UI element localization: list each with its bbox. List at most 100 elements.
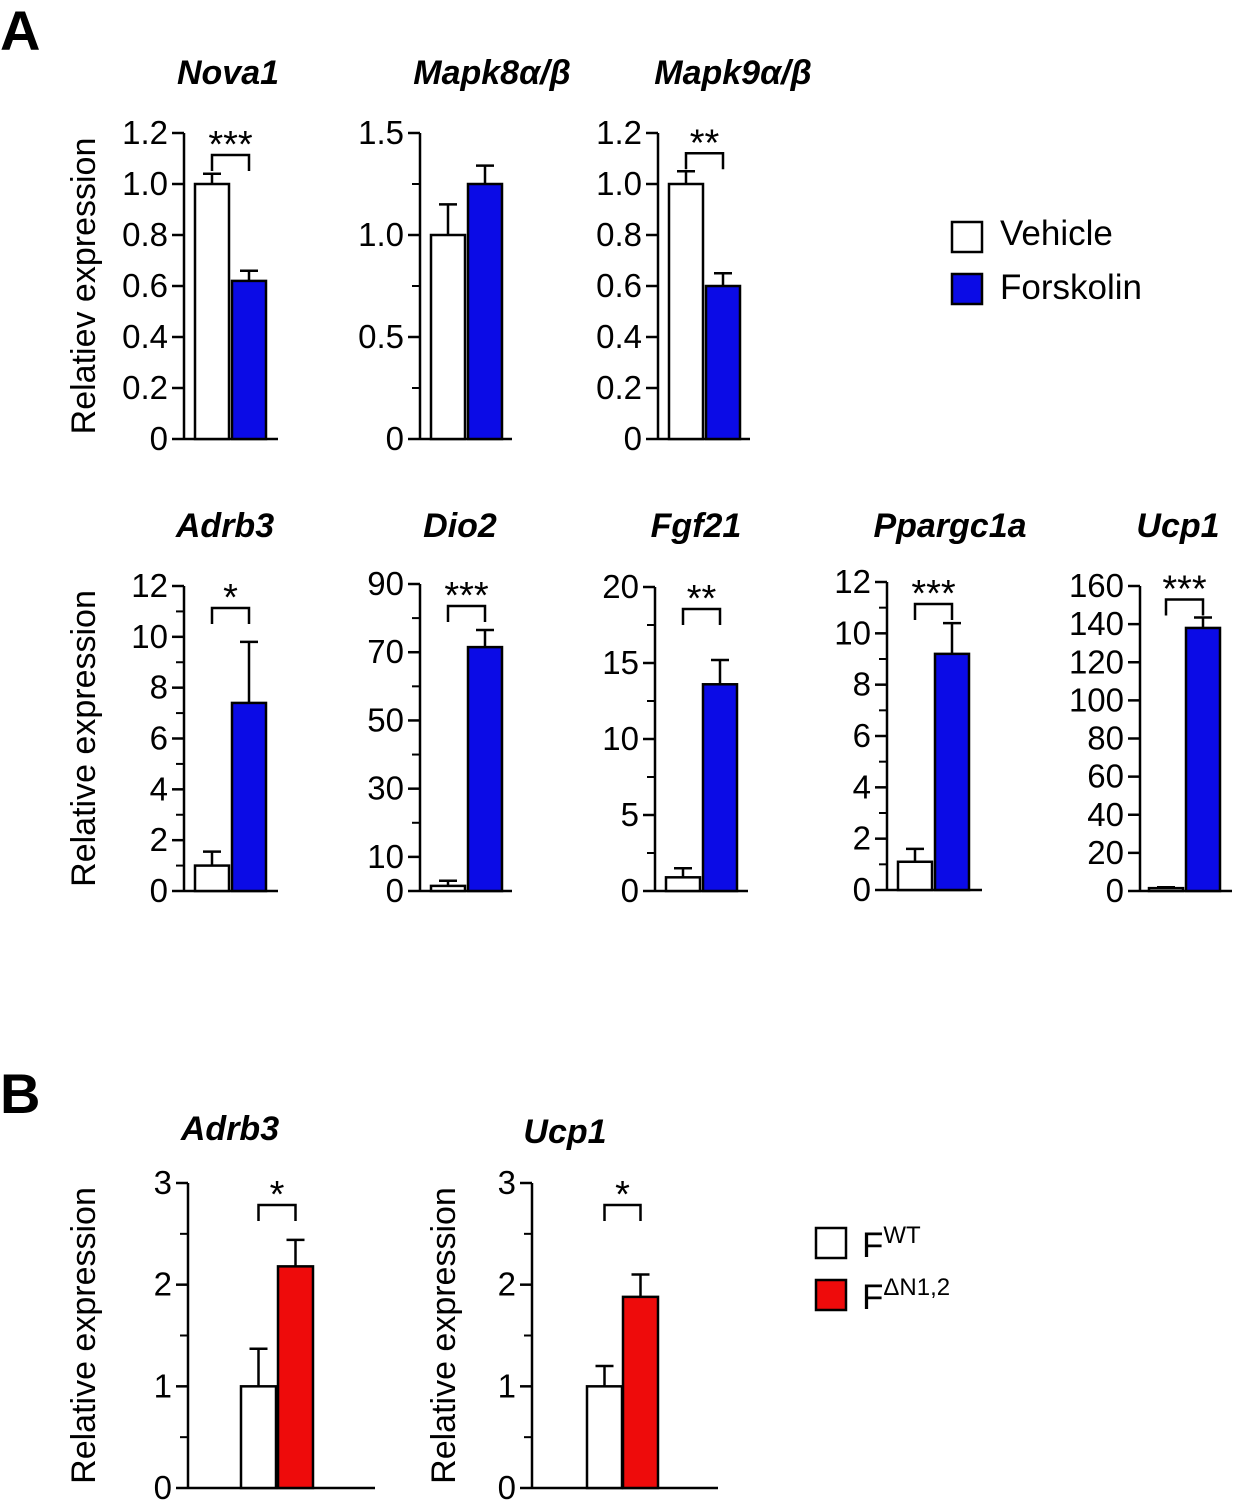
- y-tick-label: 2: [150, 821, 168, 858]
- bar-control: [429, 884, 467, 893]
- y-tick-label: 15: [602, 644, 639, 681]
- y-tick-label: 8: [150, 669, 168, 706]
- y-tick-label: 50: [367, 701, 404, 738]
- legend-fwt-sup: WT: [883, 1222, 921, 1249]
- legend-swatch-forskolin: [950, 272, 984, 306]
- y-tick-label: 1.2: [596, 114, 642, 151]
- y-tick-label: 6: [150, 720, 168, 757]
- y-tick-label: 12: [131, 567, 168, 604]
- y-tick-label: 0.6: [122, 267, 168, 304]
- y-tick-label: 20: [1087, 834, 1124, 871]
- panel-label-b: B: [0, 1062, 40, 1125]
- chart-title: Mapk8α/β: [413, 54, 570, 92]
- legend-label-vehicle: Vehicle: [1000, 214, 1113, 253]
- y-tick-label: 100: [1069, 681, 1124, 718]
- significance-stars: ***: [911, 573, 956, 615]
- significance-stars: **: [690, 122, 720, 164]
- y-tick-label: 1.5: [358, 114, 404, 151]
- y-tick-label: 70: [367, 633, 404, 670]
- bar-control: [1147, 886, 1185, 893]
- y-tick-label: 0: [386, 420, 404, 457]
- y-tick-label: 0: [150, 872, 168, 909]
- y-axis-label: Relative expression: [425, 1187, 463, 1484]
- significance-bracket: [681, 607, 722, 625]
- significance-stars: ***: [208, 124, 253, 166]
- significance-bracket: [446, 604, 487, 622]
- significance-bracket: [1164, 598, 1205, 616]
- y-tick-label: 10: [602, 720, 639, 757]
- bar-control: [667, 182, 705, 441]
- legend-label-forskolin: Forskolin: [1000, 268, 1142, 307]
- chart-4: Adrb3 Relative expression 0 2 4 6 8 10 12 *: [65, 507, 278, 909]
- y-tick-label: 60: [1087, 758, 1124, 795]
- bar-control: [239, 1385, 278, 1490]
- chart-title: Ucp1: [523, 1113, 606, 1151]
- y-axis-label: Relatiev expression: [65, 138, 103, 435]
- bar-treated: [933, 652, 971, 892]
- y-tick-label: 0: [853, 871, 871, 908]
- legend-label-fdn: FΔN1,2: [862, 1274, 950, 1317]
- y-tick-label: 0.4: [122, 318, 168, 355]
- legend-swatch-fwt: [814, 1226, 848, 1260]
- significance-bracket: [913, 602, 954, 620]
- y-tick-label: 1: [154, 1367, 172, 1404]
- y-tick-label: 140: [1069, 605, 1124, 642]
- bar-control: [896, 860, 934, 892]
- significance-bracket: [684, 152, 725, 170]
- panel-label-a: A: [0, 0, 40, 62]
- legend-swatch-vehicle: [950, 220, 984, 254]
- significance-stars: ***: [1162, 568, 1207, 610]
- significance-bracket: [603, 1203, 642, 1221]
- bar-control: [585, 1385, 624, 1490]
- legend-a: Vehicle Forskolin: [950, 214, 1142, 307]
- chart-1: Nova1 Relatiev expression 0 0.2 0.4 0.6 0.8 1.0…: [65, 54, 279, 457]
- significance-stars: **: [687, 578, 717, 620]
- y-tick-label: 0.4: [596, 318, 642, 355]
- chart-10: Ucp1 Relative expression 0 1 2 3 *: [425, 1113, 718, 1500]
- y-tick-label: 0: [498, 1469, 516, 1500]
- bar-control: [193, 182, 231, 441]
- legend-fdn-base: F: [862, 1278, 883, 1317]
- legend-fdn-sup: ΔN1,2: [883, 1274, 950, 1301]
- y-tick-label: 20: [602, 568, 639, 605]
- chart-title: Adrb3: [180, 1110, 279, 1148]
- chart-title: Dio2: [423, 507, 497, 545]
- y-tick-label: 1.2: [122, 114, 168, 151]
- y-tick-label: 3: [498, 1164, 516, 1201]
- y-tick-label: 1.0: [122, 165, 168, 202]
- y-tick-label: 0.2: [596, 369, 642, 406]
- y-tick-label: 40: [1087, 796, 1124, 833]
- significance-stars: *: [270, 1174, 285, 1216]
- bar-control: [664, 876, 702, 893]
- chart-title: Nova1: [177, 54, 279, 92]
- y-tick-label: 0: [150, 420, 168, 457]
- y-tick-label: 0.2: [122, 369, 168, 406]
- y-tick-label: 0: [624, 420, 642, 457]
- y-tick-label: 0: [386, 872, 404, 909]
- chart-9: Adrb3 Relative expression 0 1 2 3 *: [65, 1110, 375, 1500]
- chart-title: Mapk9α/β: [654, 54, 811, 92]
- bar-treated: [704, 284, 742, 441]
- bar-treated: [466, 182, 504, 441]
- y-tick-label: 1.0: [358, 216, 404, 253]
- y-tick-label: 5: [621, 796, 639, 833]
- chart-2: Mapk8α/β 0 0.5 1.0 1.5: [358, 54, 571, 457]
- y-axis-label: Relative expression: [65, 590, 103, 887]
- y-tick-label: 0.5: [358, 318, 404, 355]
- y-tick-label: 10: [131, 618, 168, 655]
- significance-bracket: [210, 606, 251, 624]
- bar-treated: [230, 701, 268, 893]
- bar-treated: [230, 279, 268, 441]
- y-tick-label: 2: [498, 1266, 516, 1303]
- legend-fwt-base: F: [862, 1226, 883, 1265]
- y-tick-label: 4: [853, 768, 871, 805]
- y-tick-label: 80: [1087, 720, 1124, 757]
- significance-bracket: [210, 153, 251, 171]
- bar-treated: [701, 683, 739, 893]
- y-tick-label: 0: [621, 872, 639, 909]
- y-axis-label: Relative expression: [65, 1187, 103, 1484]
- bar-control: [429, 233, 467, 441]
- chart-7: Ppargc1a 0 2 4 6 8 10 12 ***: [834, 507, 1026, 908]
